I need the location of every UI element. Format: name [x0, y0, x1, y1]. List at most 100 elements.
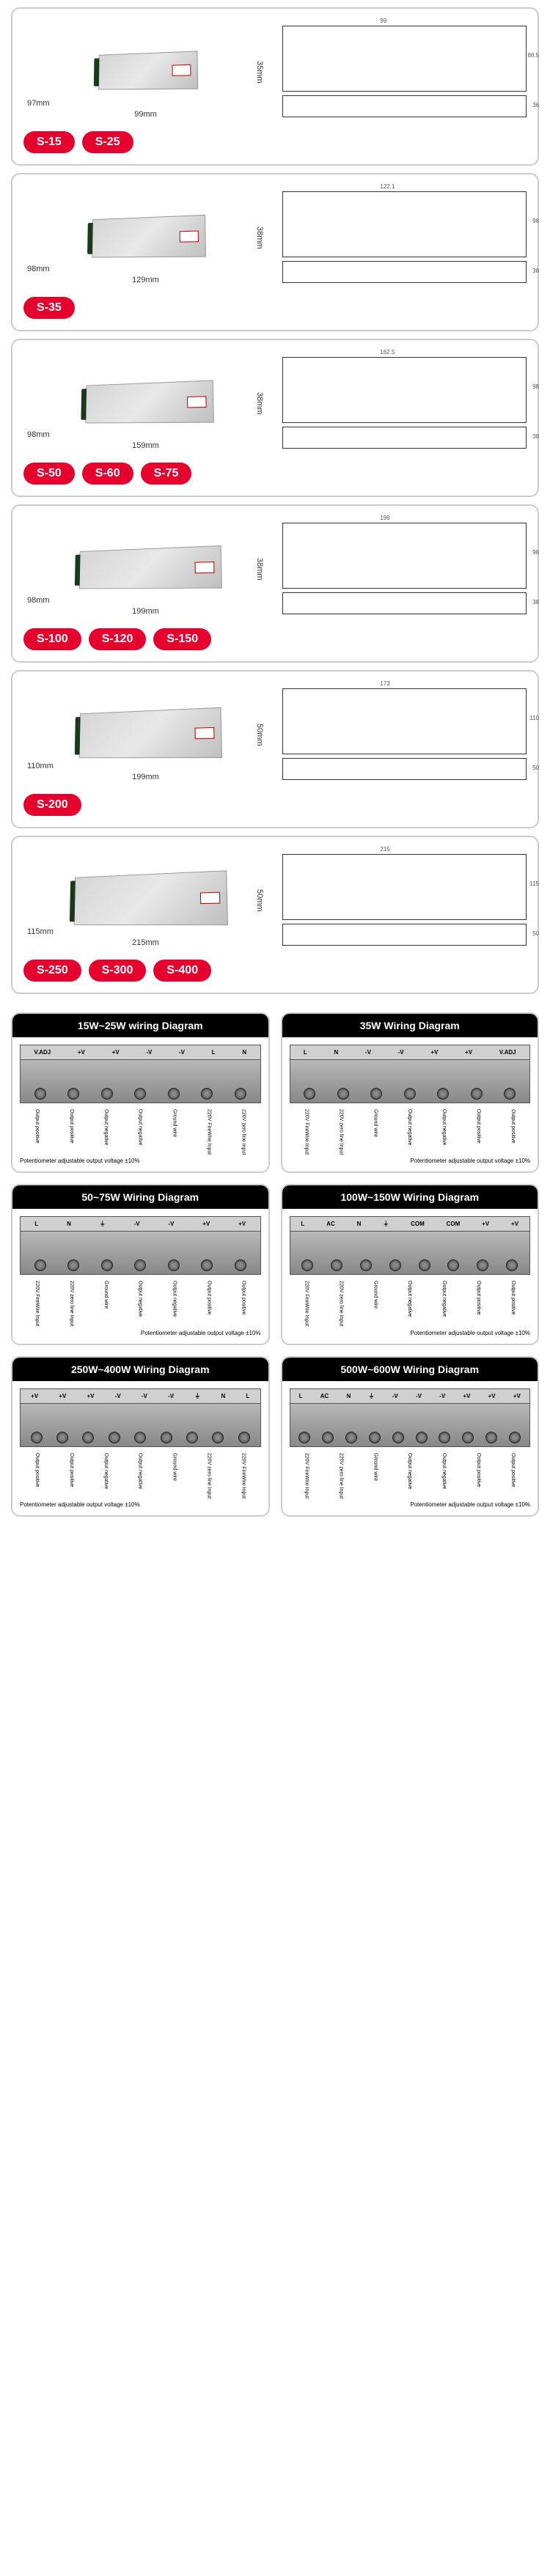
wire-label: 220V zero line Input	[338, 1109, 343, 1155]
potentiometer-note: Potentiometer adjustable output voltage …	[20, 1501, 261, 1508]
terminal-label: N	[221, 1393, 225, 1399]
wire-label: 220V FireWire Input	[304, 1281, 309, 1326]
dimension-height: 38mm	[255, 227, 264, 249]
terminal-label: L	[301, 1221, 304, 1227]
model-badge: S-150	[153, 628, 211, 650]
wire-label: Ground wire	[103, 1281, 109, 1326]
dimension-depth: 115mm	[27, 927, 54, 936]
screw-icon	[304, 1088, 315, 1100]
screw-icon	[161, 1432, 172, 1443]
screw-icon	[337, 1088, 349, 1100]
terminal-block	[290, 1403, 531, 1447]
schematic-diagram: 17311050	[282, 688, 527, 780]
screw-icon	[235, 1259, 246, 1271]
terminal-label: +V	[78, 1049, 85, 1056]
wiring-card: 35W Wiring DiagramLN-V-V+V+VV.ADJ220V Fi…	[281, 1012, 540, 1173]
terminal-label: L	[34, 1221, 38, 1227]
schematic-diagram: 1999838	[282, 523, 527, 614]
terminal-label: +V	[465, 1049, 472, 1056]
wiring-title: 35W Wiring Diagram	[282, 1014, 538, 1037]
wire-label: Output positive	[510, 1281, 516, 1326]
terminal-label: +V	[488, 1393, 496, 1399]
potentiometer-note: Potentiometer adjustable output voltage …	[290, 1501, 531, 1508]
model-badge: S-300	[89, 960, 147, 982]
wire-label: Output negative	[103, 1109, 109, 1155]
dimension-height: 38mm	[255, 558, 264, 581]
model-badge: S-75	[141, 463, 192, 485]
wiring-title: 50~75W Wiring Diagram	[12, 1185, 268, 1209]
screw-icon	[345, 1432, 357, 1443]
terminal-label: -V	[115, 1393, 121, 1399]
schematic-dim-h: 98	[532, 218, 539, 224]
terminal-label: L	[299, 1393, 303, 1399]
screw-icon	[235, 1088, 246, 1100]
terminal-label: ⏚	[194, 1392, 200, 1400]
model-badge: S-100	[23, 628, 81, 650]
terminal-label: V.ADJ	[34, 1049, 51, 1056]
wire-label: Output negative	[441, 1453, 447, 1498]
schematic-dim-h: 88.5	[527, 52, 539, 59]
terminal-label: N	[242, 1049, 246, 1056]
screw-icon	[101, 1259, 113, 1271]
terminal-label: +V	[463, 1393, 470, 1399]
dimension-width: 199mm	[132, 773, 159, 781]
terminal-label: N	[334, 1049, 338, 1056]
wiring-card: 500W~600W Wiring DiagramLACN⏚-V-V-V+V+V+…	[281, 1356, 540, 1517]
schematic-diagram: 122.19838	[282, 191, 527, 283]
schematic-dim-w: 215	[380, 846, 389, 853]
product-image: 99mm97mm35mm	[23, 20, 268, 122]
model-badge: S-200	[23, 794, 81, 816]
wire-label: Output positive	[34, 1453, 40, 1498]
dimension-height: 38mm	[255, 392, 264, 415]
screw-icon	[301, 1259, 313, 1271]
schematic-dim-w: 122.1	[380, 183, 395, 190]
screw-icon	[389, 1259, 401, 1271]
wiring-title: 500W~600W Wiring Diagram	[282, 1358, 538, 1381]
screw-icon	[506, 1259, 518, 1271]
terminal-label: AC	[320, 1393, 329, 1399]
terminal-label: AC	[326, 1221, 335, 1227]
dimension-height: 35mm	[255, 61, 264, 84]
schematic-dim-sub: 38	[532, 433, 539, 440]
product-card: 159mm98mm38mm162.59838S-50S-60S-75	[11, 339, 539, 497]
model-badge: S-50	[23, 463, 75, 485]
screw-icon	[134, 1259, 146, 1271]
wire-label: 220V zero line Input	[207, 1453, 212, 1498]
terminal-block	[20, 1231, 261, 1275]
wire-label: Ground wire	[373, 1109, 378, 1155]
terminal-label: +V	[112, 1049, 120, 1056]
dimension-depth: 97mm	[27, 99, 50, 108]
terminal-label: ⏚	[383, 1220, 389, 1228]
screw-icon	[109, 1432, 120, 1443]
wire-label: Output positive	[476, 1453, 481, 1498]
terminal-label: N	[67, 1221, 71, 1227]
schematic-dim-w: 199	[380, 515, 389, 521]
schematic-dim-w: 99	[380, 18, 386, 24]
dimension-height: 50mm	[255, 724, 264, 746]
schematic-dim-w: 162.5	[380, 349, 395, 356]
wire-label: Output negative	[172, 1281, 177, 1326]
wiring-card: 100W~150W Wiring DiagramLACN⏚COMCOM+V+V2…	[281, 1184, 540, 1344]
screw-icon	[437, 1088, 449, 1100]
schematic-dim-h: 110	[529, 715, 539, 721]
screw-icon	[34, 1088, 46, 1100]
schematic-diagram: 162.59838	[282, 357, 527, 449]
terminal-label: +V	[238, 1221, 246, 1227]
terminal-label: +V	[87, 1393, 95, 1399]
wire-label: Output positive	[207, 1281, 212, 1326]
model-badge: S-35	[23, 297, 75, 319]
screw-icon	[201, 1088, 213, 1100]
terminal-label: L	[304, 1049, 307, 1056]
screw-icon	[462, 1432, 474, 1443]
dimension-depth: 98mm	[27, 596, 50, 605]
terminal-label: +V	[59, 1393, 66, 1399]
screw-icon	[471, 1088, 483, 1100]
wire-label: Ground wire	[172, 1109, 177, 1155]
wire-label: Output positive	[69, 1453, 74, 1498]
terminal-label: ⏚	[369, 1392, 375, 1400]
product-card: 129mm98mm38mm122.19838S-35	[11, 173, 539, 331]
wire-label: 220V FireWire Input	[207, 1109, 212, 1155]
screw-icon	[439, 1432, 450, 1443]
screw-icon	[186, 1432, 198, 1443]
dimension-width: 129mm	[132, 276, 159, 284]
